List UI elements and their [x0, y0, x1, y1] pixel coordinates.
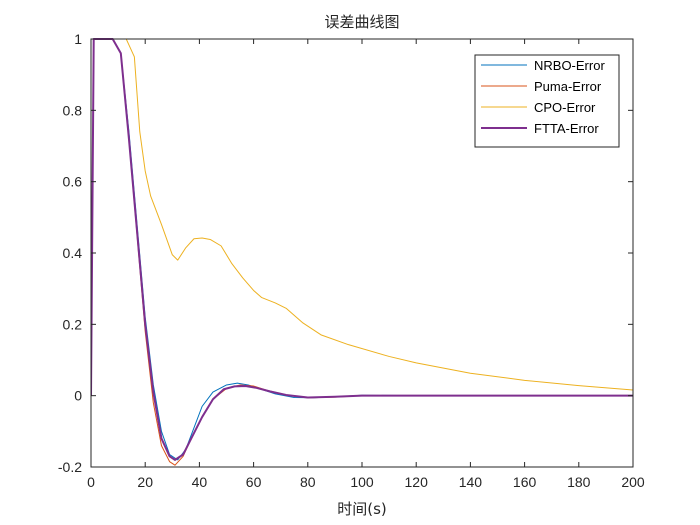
- x-axis-label: 时间(s): [337, 500, 387, 518]
- legend-label-2: CPO-Error: [534, 100, 596, 115]
- chart-title: 误差曲线图: [324, 13, 399, 31]
- legend-box: [474, 54, 620, 148]
- legend-label-3: FTTA-Error: [534, 121, 599, 136]
- axes: 0 20 40 60 80 100 120 140 160 180 200 -0.2 0 0.2 0.4 0.…: [58, 31, 645, 490]
- series-line-2: [91, 38, 633, 396]
- x-tick-label: 100: [350, 474, 374, 490]
- x-tick-label: 120: [405, 474, 429, 490]
- x-tick-label: 40: [192, 474, 208, 490]
- y-tick-label: 0: [74, 388, 82, 404]
- series-line-3: [91, 38, 633, 461]
- x-tick-label: 80: [300, 474, 316, 490]
- x-tick-label: 20: [137, 474, 153, 490]
- plot-area: [91, 38, 633, 466]
- x-tick-label: 180: [567, 474, 591, 490]
- x-tick-label: 200: [621, 474, 645, 490]
- x-tick-label: 160: [513, 474, 537, 490]
- y-tick-label: 0.6: [63, 174, 83, 190]
- y-tick-label: -0.2: [58, 459, 82, 475]
- x-tick-label: 60: [246, 474, 262, 490]
- x-tick-label: 140: [459, 474, 483, 490]
- y-tick-label: 0.8: [63, 102, 83, 118]
- legend-label-0: NRBO-Error: [534, 58, 605, 73]
- legend-label-1: Puma-Error: [534, 79, 602, 94]
- legend: NRBO-Error Puma-Error CPO-Error FTTA-Error: [474, 54, 620, 148]
- y-tick-label: 0.2: [63, 316, 83, 332]
- x-tick-label: 0: [87, 474, 95, 490]
- y-tick-label: 0.4: [63, 245, 83, 261]
- y-tick-label: 1: [74, 31, 82, 47]
